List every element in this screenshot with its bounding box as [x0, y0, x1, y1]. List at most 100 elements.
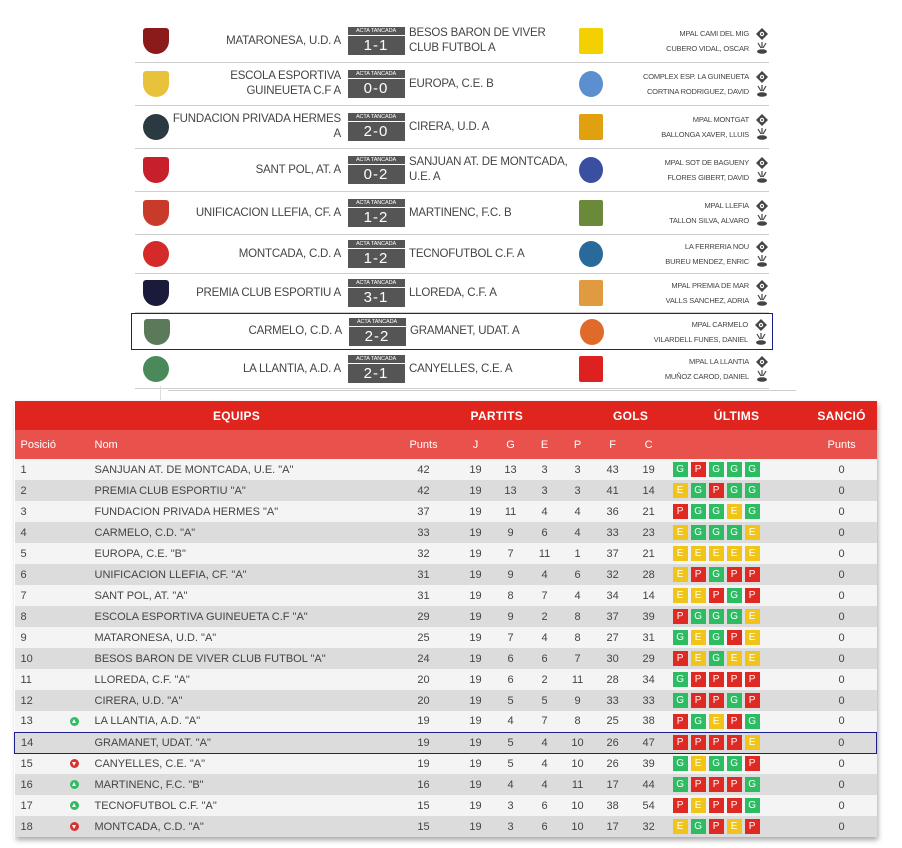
- away-team-name[interactable]: MARTINENC, F.C. B: [409, 206, 512, 219]
- home-team-name[interactable]: FUNDACION PRIVADA HERMES A: [172, 113, 341, 140]
- team-name[interactable]: LA LLANTIA, A.D. "A": [88, 711, 389, 732]
- team-name[interactable]: MARTINENC, F.C. "B": [88, 774, 389, 795]
- team-name[interactable]: SANJUAN AT. DE MONTCADA, U.E. "A": [88, 459, 389, 480]
- score-box[interactable]: ACTA TANCADA 2-0: [347, 113, 405, 141]
- team-name[interactable]: LLOREDA, C.F. "A": [88, 669, 389, 690]
- column-header-e[interactable]: E: [528, 430, 561, 459]
- away-team-name[interactable]: TECNOFUTBOL C.F. A: [409, 247, 525, 260]
- match-row[interactable]: UNIFICACION LLEFIA, CF. A ACTA TANCADA 1…: [135, 192, 769, 235]
- score-box[interactable]: ACTA TANCADA 0-0: [347, 70, 405, 98]
- away-team-name[interactable]: GRAMANET, UDAT. A: [410, 325, 520, 337]
- home-team-name[interactable]: MONTCADA, C.D. A: [238, 247, 341, 260]
- match-row[interactable]: MONTCADA, C.D. A ACTA TANCADA 1-2 TECNOF…: [135, 235, 769, 274]
- match-row[interactable]: CARMELO, C.D. A ACTA TANCADA 2-2 GRAMANE…: [131, 313, 773, 350]
- column-header-f[interactable]: F: [594, 430, 631, 459]
- home-team-name[interactable]: CARMELO, C.D. A: [248, 325, 343, 337]
- stadium-icon[interactable]: [756, 241, 768, 253]
- venue-name[interactable]: MPAL SOT DE BAGUENY: [664, 158, 750, 167]
- team-name[interactable]: MONTCADA, C.D. "A": [88, 816, 389, 837]
- home-team-name[interactable]: ESCOLA ESPORTIVA GUINEUETA C.F A: [230, 70, 341, 97]
- column-header-punts[interactable]: Punts: [388, 430, 459, 459]
- match-row[interactable]: PREMIA CLUB ESPORTIU A ACTA TANCADA 3-1 …: [135, 274, 769, 313]
- home-team-name[interactable]: PREMIA CLUB ESPORTIU A: [196, 286, 341, 299]
- home-team-name[interactable]: LA LLANTIA, A.D. A: [242, 362, 341, 375]
- team-name[interactable]: CIRERA, U.D. "A": [88, 690, 389, 711]
- table-row[interactable]: 15 CANYELLES, C.E. "A" 19 19 5 4 10 26 3…: [14, 753, 877, 774]
- score-box[interactable]: ACTA TANCADA 1-2: [347, 199, 405, 227]
- table-row[interactable]: 3 FUNDACION PRIVADA HERMES "A" 37 19 11 …: [14, 501, 877, 522]
- score-box[interactable]: ACTA TANCADA 2-1: [347, 355, 405, 383]
- team-name[interactable]: TECNOFUTBOL C.F. "A": [88, 795, 389, 816]
- match-row[interactable]: LA LLANTIA, A.D. A ACTA TANCADA 2-1 CANY…: [135, 350, 769, 389]
- match-row[interactable]: MATARONESA, U.D. A ACTA TANCADA 1-1 BESO…: [135, 20, 769, 63]
- score-box[interactable]: ACTA TANCADA 1-2: [347, 240, 405, 268]
- score-box[interactable]: ACTA TANCADA 0-2: [347, 156, 405, 184]
- venue-name[interactable]: MPAL CAMI DEL MIG: [679, 29, 749, 38]
- stadium-icon[interactable]: [756, 356, 768, 368]
- score-box[interactable]: ACTA TANCADA 2-2: [348, 317, 406, 346]
- team-name[interactable]: ESCOLA ESPORTIVA GUINEUETA C.F "A": [88, 606, 389, 627]
- column-header-c[interactable]: C: [630, 430, 667, 459]
- column-header-nom[interactable]: Nom: [88, 430, 389, 459]
- table-row[interactable]: 10 BESOS BARON DE VIVER CLUB FUTBOL "A" …: [14, 648, 877, 669]
- stadium-icon[interactable]: [756, 114, 768, 126]
- away-team-name[interactable]: SANJUAN AT. DE MONTCADA, U.E. A: [409, 156, 568, 183]
- stadium-icon[interactable]: [756, 200, 768, 212]
- team-name[interactable]: EUROPA, C.E. "B": [88, 543, 389, 564]
- column-header-sancio-punts[interactable]: Punts: [806, 430, 877, 459]
- column-header-j[interactable]: J: [458, 430, 493, 459]
- table-row[interactable]: 6 UNIFICACION LLEFIA, CF. "A" 31 19 9 4 …: [14, 564, 877, 585]
- team-name[interactable]: CARMELO, C.D. "A": [88, 522, 389, 543]
- team-name[interactable]: GRAMANET, UDAT. "A": [88, 731, 389, 754]
- home-team-name[interactable]: UNIFICACION LLEFIA, CF. A: [195, 206, 341, 219]
- team-name[interactable]: MATARONESA, U.D. "A": [88, 627, 389, 648]
- team-name[interactable]: FUNDACION PRIVADA HERMES "A": [88, 501, 389, 522]
- home-team-name[interactable]: MATARONESA, U.D. A: [226, 34, 341, 47]
- table-row[interactable]: 18 MONTCADA, C.D. "A" 15 19 3 6 10 17 32…: [14, 816, 877, 837]
- venue-name[interactable]: COMPLEX ESP. LA GUINEUETA: [642, 72, 749, 81]
- venue-name[interactable]: MPAL CARMELO: [691, 319, 749, 329]
- table-row[interactable]: 16 MARTINENC, F.C. "B" 16 19 4 4 11 17 4…: [14, 774, 877, 795]
- venue-name[interactable]: MPAL LA LLANTIA: [689, 357, 749, 366]
- stadium-icon[interactable]: [756, 71, 768, 83]
- stadium-icon[interactable]: [756, 157, 768, 169]
- score-box[interactable]: ACTA TANCADA 3-1: [347, 279, 405, 307]
- venue-name[interactable]: MPAL MONTGAT: [692, 115, 749, 124]
- away-team-name[interactable]: CIRERA, U.D. A: [409, 120, 490, 133]
- column-header-posicio[interactable]: Posició: [14, 430, 61, 459]
- team-name[interactable]: UNIFICACION LLEFIA, CF. "A": [88, 564, 389, 585]
- score-box[interactable]: ACTA TANCADA 1-1: [347, 27, 405, 55]
- column-header-g[interactable]: G: [492, 430, 529, 459]
- team-name[interactable]: CANYELLES, C.E. "A": [88, 753, 389, 774]
- away-team-name[interactable]: CANYELLES, C.E. A: [409, 362, 513, 375]
- venue-name[interactable]: MPAL LLEFIA: [704, 201, 750, 210]
- table-row[interactable]: 11 LLOREDA, C.F. "A" 20 19 6 2 11 28 34 …: [14, 669, 877, 690]
- match-row[interactable]: SANT POL, AT. A ACTA TANCADA 0-2 SANJUAN…: [135, 149, 769, 192]
- table-row[interactable]: 17 TECNOFUTBOL C.F. "A" 15 19 3 6 10 38 …: [14, 795, 877, 816]
- match-row[interactable]: FUNDACION PRIVADA HERMES A ACTA TANCADA …: [135, 106, 769, 149]
- match-row[interactable]: ESCOLA ESPORTIVA GUINEUETA C.F A ACTA TA…: [135, 63, 769, 106]
- team-name[interactable]: PREMIA CLUB ESPORTIU "A": [88, 480, 389, 501]
- away-team-name[interactable]: LLOREDA, C.F. A: [409, 286, 497, 299]
- stadium-icon[interactable]: [756, 28, 768, 40]
- column-header-p[interactable]: P: [560, 430, 595, 459]
- away-team-name[interactable]: EUROPA, C.E. B: [409, 77, 494, 90]
- team-name[interactable]: SANT POL, AT. "A": [88, 585, 389, 606]
- table-row[interactable]: 8 ESCOLA ESPORTIVA GUINEUETA C.F "A" 29 …: [14, 606, 877, 627]
- table-row[interactable]: 9 MATARONESA, U.D. "A" 25 19 7 4 8 27 31…: [14, 627, 877, 648]
- venue-name[interactable]: LA FERRERIA NOU: [684, 242, 749, 251]
- table-row[interactable]: 13 LA LLANTIA, A.D. "A" 19 19 4 7 8 25 3…: [14, 711, 877, 732]
- away-team-name[interactable]: BESOS BARON DE VIVER CLUB FUTBOL A: [409, 27, 546, 54]
- team-name[interactable]: BESOS BARON DE VIVER CLUB FUTBOL "A": [88, 648, 389, 669]
- table-row[interactable]: 2 PREMIA CLUB ESPORTIU "A" 42 19 13 3 3 …: [14, 480, 877, 501]
- table-row[interactable]: 1 SANJUAN AT. DE MONTCADA, U.E. "A" 42 1…: [14, 459, 877, 480]
- table-row[interactable]: 14 GRAMANET, UDAT. "A" 19 19 5 4 10 26 4…: [14, 731, 878, 754]
- stadium-icon[interactable]: [756, 280, 768, 292]
- home-team-name[interactable]: SANT POL, AT. A: [255, 163, 342, 176]
- stadium-icon[interactable]: [755, 318, 767, 331]
- venue-name[interactable]: MPAL PREMIA DE MAR: [671, 281, 749, 290]
